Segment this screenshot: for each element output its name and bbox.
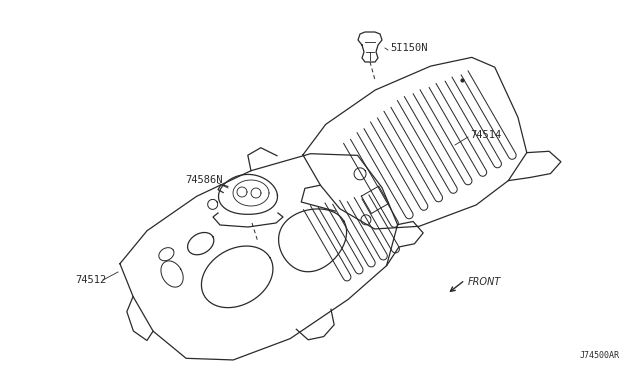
- Text: 74586N: 74586N: [185, 175, 223, 185]
- Text: 5I150N: 5I150N: [390, 43, 428, 53]
- Text: J74500AR: J74500AR: [580, 351, 620, 360]
- Text: FRONT: FRONT: [468, 277, 501, 287]
- Text: 74512: 74512: [75, 275, 106, 285]
- Text: 74514: 74514: [470, 130, 501, 140]
